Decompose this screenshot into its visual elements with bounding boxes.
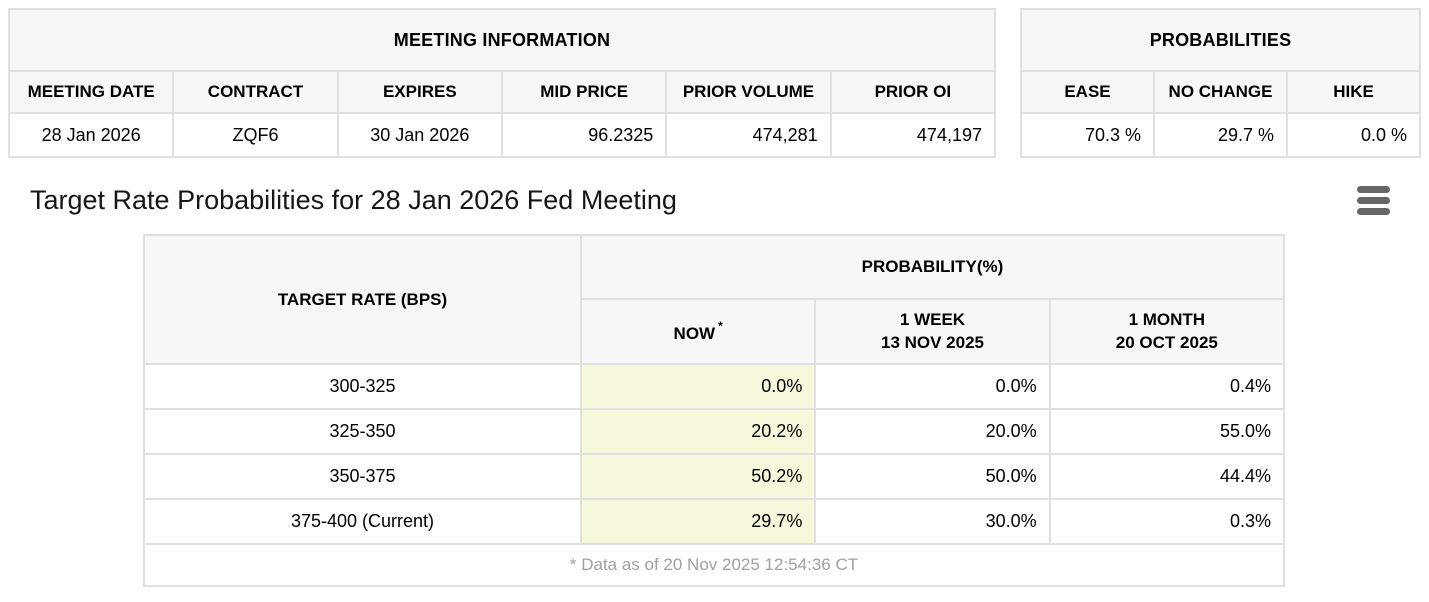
target-rate-cell: 350-375 xyxy=(143,453,582,500)
col-header-contract: CONTRACT xyxy=(172,70,339,114)
week-prob-cell: 0.0% xyxy=(814,363,1051,410)
col-header-hike: HIKE xyxy=(1286,70,1421,114)
table-row: 375-400 (Current) 29.7% 30.0% 0.3% xyxy=(143,498,1286,545)
hamburger-bar xyxy=(1357,207,1390,215)
no-change-value: 29.7 % xyxy=(1153,112,1288,158)
meeting-information-table: MEETING INFORMATION MEETING DATE CONTRAC… xyxy=(7,8,997,158)
now-label: NOW xyxy=(673,323,716,343)
week-prob-cell: 50.0% xyxy=(814,453,1051,500)
meeting-information-title: MEETING INFORMATION xyxy=(8,8,996,72)
probabilities-row: 70.3 % 29.7 % 0.0 % xyxy=(1020,112,1421,158)
week-prob-cell: 20.0% xyxy=(814,408,1051,455)
month-prob-cell: 44.4% xyxy=(1048,453,1286,500)
hike-value: 0.0 % xyxy=(1286,112,1421,158)
target-rate-probabilities-table: TARGET RATE (BPS) PROBABILITY(%) NOW * 1 … xyxy=(143,234,1286,587)
target-rate-cell: 325-350 xyxy=(143,408,582,455)
col-header-ease: EASE xyxy=(1020,70,1155,114)
prior-oi-value: 474,197 xyxy=(829,112,997,158)
now-prob-cell: 50.2% xyxy=(579,453,817,500)
data-as-of-footnote: * Data as of 20 Nov 2025 12:54:36 CT xyxy=(143,543,1285,587)
col-header-no-change: NO CHANGE xyxy=(1153,70,1288,114)
month-prob-cell: 0.4% xyxy=(1048,363,1286,410)
hamburger-menu-icon[interactable] xyxy=(1355,184,1392,217)
col-header-prior-oi: PRIOR OI xyxy=(829,70,997,114)
probabilities-title: PROBABILITIES xyxy=(1020,8,1421,72)
target-rate-cell: 300-325 xyxy=(143,363,582,410)
now-prob-cell: 0.0% xyxy=(579,363,817,410)
now-prob-cell: 29.7% xyxy=(579,498,817,545)
meeting-date-value: 28 Jan 2026 xyxy=(7,112,175,158)
now-asterisk: * xyxy=(718,318,723,333)
now-prob-cell: 20.2% xyxy=(579,408,817,455)
col-header-mid-price: MID PRICE xyxy=(500,70,668,114)
week-prob-cell: 30.0% xyxy=(814,498,1051,545)
meeting-information-row: 28 Jan 2026 ZQF6 30 Jan 2026 96.2325 474… xyxy=(7,112,997,158)
col-header-probability: PROBABILITY(%) xyxy=(580,234,1285,300)
page-title: Target Rate Probabilities for 28 Jan 202… xyxy=(30,184,677,215)
week-label: 1 WEEK xyxy=(899,309,966,329)
hamburger-bar xyxy=(1357,196,1390,204)
col-header-1-week: 1 WEEK 13 NOV 2025 xyxy=(814,298,1051,365)
expires-value: 30 Jan 2026 xyxy=(336,112,503,158)
summary-section: MEETING INFORMATION MEETING DATE CONTRAC… xyxy=(0,0,1429,158)
col-header-expires: EXPIRES xyxy=(336,70,503,114)
contract-value: ZQF6 xyxy=(172,112,339,158)
mid-price-value: 96.2325 xyxy=(500,112,668,158)
section-header: Target Rate Probabilities for 28 Jan 202… xyxy=(30,180,1392,220)
table-row: 325-350 20.2% 20.0% 55.0% xyxy=(143,408,1286,455)
month-date: 20 OCT 2025 xyxy=(1115,332,1218,352)
month-label: 1 MONTH xyxy=(1128,309,1206,329)
hamburger-bar xyxy=(1357,185,1390,193)
week-date: 13 NOV 2025 xyxy=(880,332,984,352)
table-row: 300-325 0.0% 0.0% 0.4% xyxy=(143,363,1286,410)
col-header-prior-volume: PRIOR VOLUME xyxy=(665,70,832,114)
footnote-row: * Data as of 20 Nov 2025 12:54:36 CT xyxy=(143,543,1285,587)
ease-value: 70.3 % xyxy=(1020,112,1155,158)
month-prob-cell: 55.0% xyxy=(1048,408,1286,455)
col-header-meeting-date: MEETING DATE xyxy=(7,70,175,114)
target-rate-section: TARGET RATE (BPS) PROBABILITY(%) NOW * 1 … xyxy=(143,234,1429,587)
month-prob-cell: 0.3% xyxy=(1048,498,1286,545)
probabilities-table: PROBABILITIES EASE NO CHANGE HIKE 70.3 %… xyxy=(1020,8,1421,158)
target-rate-cell: 375-400 (Current) xyxy=(143,498,582,545)
table-row: 350-375 50.2% 50.0% 44.4% xyxy=(143,453,1286,500)
col-header-now: NOW * xyxy=(579,298,817,365)
prior-volume-value: 474,281 xyxy=(665,112,832,158)
col-header-1-month: 1 MONTH 20 OCT 2025 xyxy=(1048,298,1286,365)
col-header-target-rate: TARGET RATE (BPS) xyxy=(143,234,582,365)
